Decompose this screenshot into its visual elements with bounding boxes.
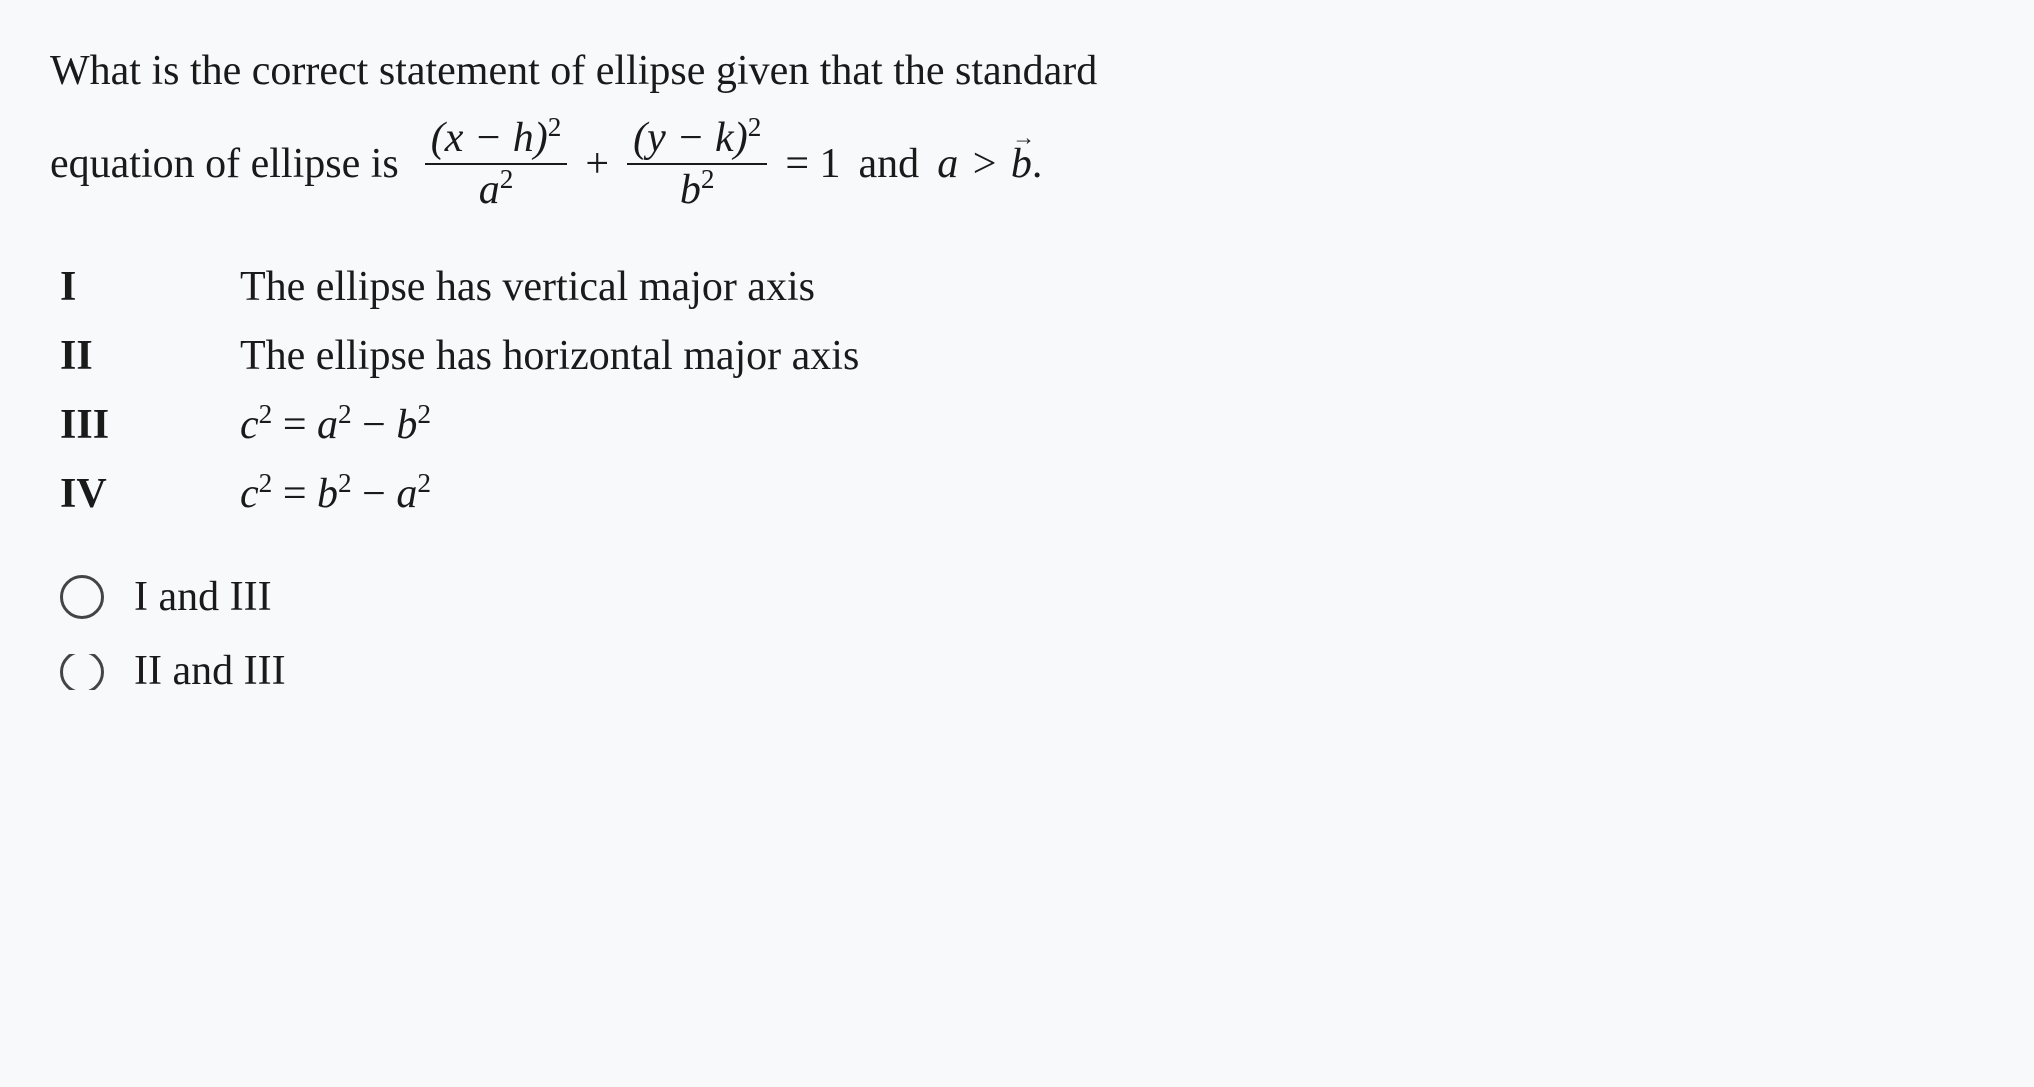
radio-icon[interactable] xyxy=(60,654,104,690)
radio-icon[interactable] xyxy=(60,575,104,619)
fraction-1: (x − h)2 a2 xyxy=(425,113,568,216)
option-1-label: I and III xyxy=(134,566,272,629)
question-line-2: equation of ellipse is (x − h)2 a2 + (y … xyxy=(50,113,1984,216)
and-text: and xyxy=(859,133,920,196)
roman-1: I xyxy=(60,256,240,319)
roman-2: II xyxy=(60,325,240,388)
statements-block: I The ellipse has vertical major axis II… xyxy=(60,256,1984,526)
statement-2: II The ellipse has horizontal major axis xyxy=(60,325,1984,388)
equation: (x − h)2 a2 + (y − k)2 b2 = 1 xyxy=(417,113,841,216)
statement-2-text: The ellipse has horizontal major axis xyxy=(240,325,859,388)
statement-4: IV c2 = b2 − a2 xyxy=(60,463,1984,526)
statement-3: III c2 = a2 − b2 xyxy=(60,394,1984,457)
statement-1-text: The ellipse has vertical major axis xyxy=(240,256,815,319)
option-1[interactable]: I and III xyxy=(60,566,1984,629)
options-block: I and III II and III xyxy=(50,566,1984,690)
fraction-2: (y − k)2 b2 xyxy=(627,113,767,216)
statement-1: I The ellipse has vertical major axis xyxy=(60,256,1984,319)
inequality: a > b. xyxy=(937,133,1042,196)
statement-3-formula: c2 = a2 − b2 xyxy=(240,394,431,457)
option-2-label: II and III xyxy=(134,654,286,690)
statement-4-formula: c2 = b2 − a2 xyxy=(240,463,431,526)
equals-one: = 1 xyxy=(785,133,840,196)
equation-prefix: equation of ellipse is xyxy=(50,133,399,196)
question-line-1: What is the correct statement of ellipse… xyxy=(50,40,1984,103)
plus-sign: + xyxy=(585,133,609,196)
roman-3: III xyxy=(60,394,240,457)
roman-4: IV xyxy=(60,463,240,526)
option-2[interactable]: II and III xyxy=(60,654,1984,690)
